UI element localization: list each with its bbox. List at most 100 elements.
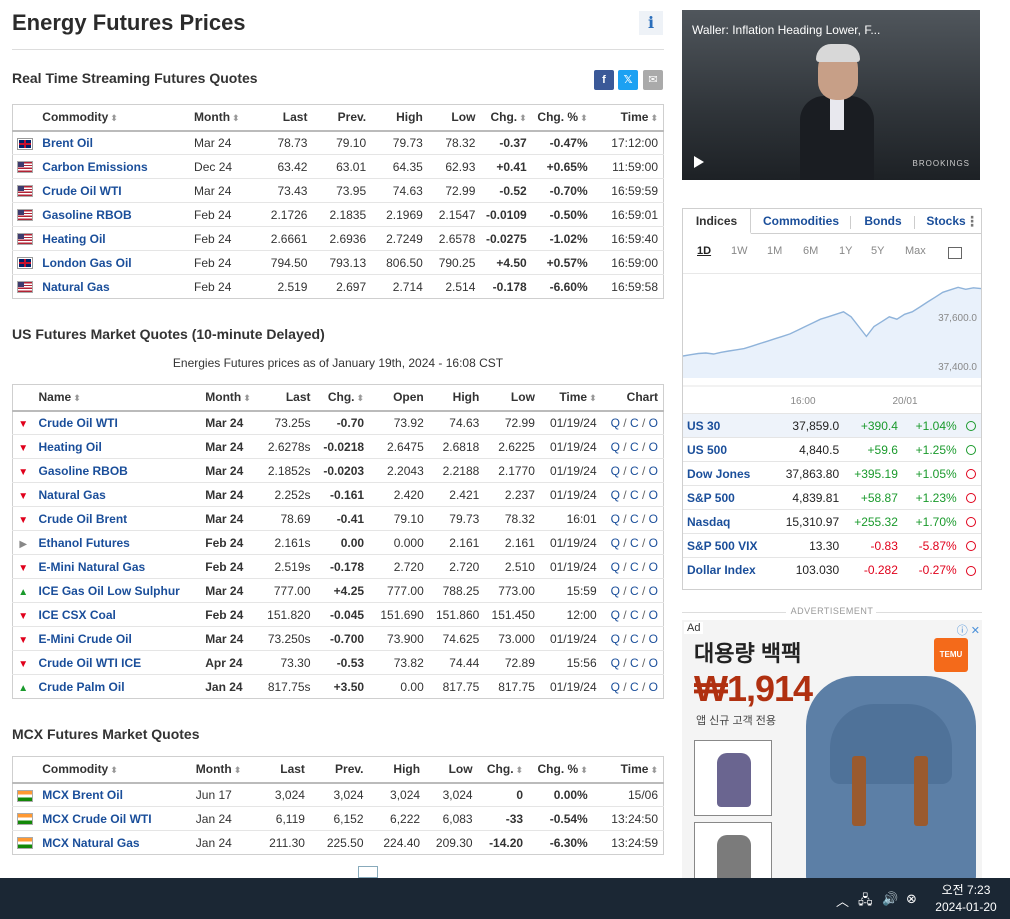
index-link[interactable]: US 30 [687,418,721,433]
index-link[interactable]: S&P 500 VIX [687,538,758,553]
commodity-link[interactable]: Carbon Emissions [42,159,148,174]
range-1d[interactable]: 1D [697,245,712,257]
range-max[interactable]: Max [905,245,926,257]
chart-link-c[interactable]: C [629,535,639,550]
chart-link-c[interactable]: C [629,679,639,694]
facebook-share-icon[interactable]: f [594,70,614,90]
chart-link-o[interactable]: O [648,511,658,526]
tab-indices[interactable]: Indices [683,209,751,234]
future-link[interactable]: Gasoline RBOB [38,463,128,478]
column-header-name[interactable]: Name ⬍ [33,384,201,412]
future-link[interactable]: Crude Palm Oil [38,679,125,694]
video-player[interactable]: Waller: Inflation Heading Lower, F... BR… [682,10,980,180]
column-header-time[interactable]: Time ⬍ [592,104,664,132]
chart-link-q[interactable]: Q [610,487,620,502]
column-header-time[interactable]: Time ⬍ [592,756,664,784]
index-chart[interactable]: 37,600.0 37,400.0 16:00 20/01 [682,273,982,413]
chart-link-q[interactable]: Q [610,655,620,670]
commodity-link[interactable]: Brent Oil [42,135,93,150]
chart-link-q[interactable]: Q [610,439,620,454]
chart-link-q[interactable]: Q [610,631,620,646]
future-link[interactable]: Crude Oil WTI ICE [38,655,142,670]
column-header-chg[interactable]: Chg. ⬍ [315,384,370,412]
column-header-chg[interactable]: Chg. % ⬍ [531,104,593,132]
chart-link-o[interactable]: O [648,559,658,574]
commodity-link[interactable]: Heating Oil [42,231,106,246]
commodity-link[interactable]: MCX Crude Oil WTI [42,811,152,826]
system-clock[interactable]: 오전 7:23 2024-01-20 [928,882,1004,916]
chart-link-c[interactable]: C [629,559,639,574]
chart-link-q[interactable]: Q [610,511,620,526]
chart-link-c[interactable]: C [629,511,639,526]
play-icon[interactable] [694,156,704,168]
commodity-link[interactable]: MCX Natural Gas [42,835,140,850]
index-row[interactable]: US 500 4,840.5 +59.6 +1.25% [683,437,981,462]
more-options-icon[interactable]: ⋮ [965,213,979,229]
chart-link-o[interactable]: O [648,439,658,454]
future-link[interactable]: Crude Oil Brent [38,511,128,526]
range-1w[interactable]: 1W [731,245,748,257]
chart-link-o[interactable]: O [648,631,658,646]
future-link[interactable]: Crude Oil WTI [38,415,118,430]
future-link[interactable]: Ethanol Futures [38,535,130,550]
future-link[interactable]: Natural Gas [38,487,106,502]
column-header-month[interactable]: Month ⬍ [189,104,252,132]
future-link[interactable]: E-Mini Crude Oil [38,631,132,646]
index-link[interactable]: US 500 [687,442,728,457]
tab-commodities[interactable]: Commodities [762,214,839,228]
commodity-link[interactable]: Gasoline RBOB [42,207,132,222]
chart-link-c[interactable]: C [629,583,639,598]
chart-link-o[interactable]: O [648,415,658,430]
future-link[interactable]: ICE Gas Oil Low Sulphur [38,583,180,598]
index-link[interactable]: Dow Jones [687,466,751,481]
future-link[interactable]: ICE CSX Coal [38,607,116,622]
chart-link-c[interactable]: C [629,415,639,430]
index-row[interactable]: Nasdaq 15,310.97 +255.32 +1.70% [683,509,981,534]
chart-link-q[interactable]: Q [610,535,620,550]
network-icon[interactable]: 🖧 [858,892,873,907]
commodity-link[interactable]: London Gas Oil [42,255,132,270]
chart-link-c[interactable]: C [629,487,639,502]
commodity-link[interactable]: Natural Gas [42,279,110,294]
chart-link-c[interactable]: C [629,463,639,478]
index-row[interactable]: S&P 500 VIX 13.30 -0.83 -5.87% [683,533,981,558]
index-row[interactable]: Dollar Index 103.030 -0.282 -0.27% [683,557,981,582]
product-thumbnail-purple[interactable] [694,740,772,816]
commodity-link[interactable]: Crude Oil WTI [42,183,122,198]
index-link[interactable]: Nasdaq [687,514,731,529]
info-icon[interactable]: i [639,11,663,35]
chart-link-q[interactable]: Q [610,679,620,694]
column-header-chg[interactable]: Chg. % ⬍ [528,756,593,784]
column-header-chg[interactable]: Chg. ⬍ [480,104,532,132]
column-header-commodity[interactable]: Commodity ⬍ [37,104,190,132]
chart-link-o[interactable]: O [648,655,658,670]
index-link[interactable]: Dollar Index [687,562,756,577]
index-row[interactable]: S&P 500 4,839.81 +58.87 +1.23% [683,485,981,510]
twitter-share-icon[interactable]: 𝕏 [618,70,638,90]
chart-link-o[interactable]: O [648,463,658,478]
email-share-icon[interactable]: ✉ [643,70,663,90]
chart-link-c[interactable]: C [629,439,639,454]
chart-link-q[interactable]: Q [610,583,620,598]
chart-link-o[interactable]: O [648,487,658,502]
future-link[interactable]: E-Mini Natural Gas [38,559,146,574]
future-link[interactable]: Heating Oil [38,439,102,454]
chevron-up-icon[interactable]: ︿ [836,894,850,909]
index-row[interactable]: Dow Jones 37,863.80 +395.19 +1.05% [683,461,981,486]
fullscreen-icon[interactable] [948,247,962,259]
chart-link-o[interactable]: O [648,583,658,598]
column-header-time[interactable]: Time ⬍ [539,384,602,412]
column-header-commodity[interactable]: Commodity ⬍ [37,756,191,784]
chart-link-q[interactable]: Q [610,559,620,574]
chart-link-c[interactable]: C [629,631,639,646]
index-row[interactable]: US 30 37,859.0 +390.4 +1.04% [683,413,981,438]
chart-link-o[interactable]: O [648,679,658,694]
advertisement-banner[interactable]: 대용량 백팩 ₩1,914 앱 신규 고객 전용 TEMU Ad ⓘ ✕ [682,620,982,878]
column-header-month[interactable]: Month ⬍ [200,384,258,412]
column-header-chg[interactable]: Chg. ⬍ [477,756,529,784]
tab-bonds[interactable]: Bonds [864,214,902,228]
column-header-month[interactable]: Month ⬍ [190,756,252,784]
chart-link-q[interactable]: Q [610,463,620,478]
product-thumbnail-grey[interactable] [694,822,772,878]
chart-link-o[interactable]: O [648,607,658,622]
